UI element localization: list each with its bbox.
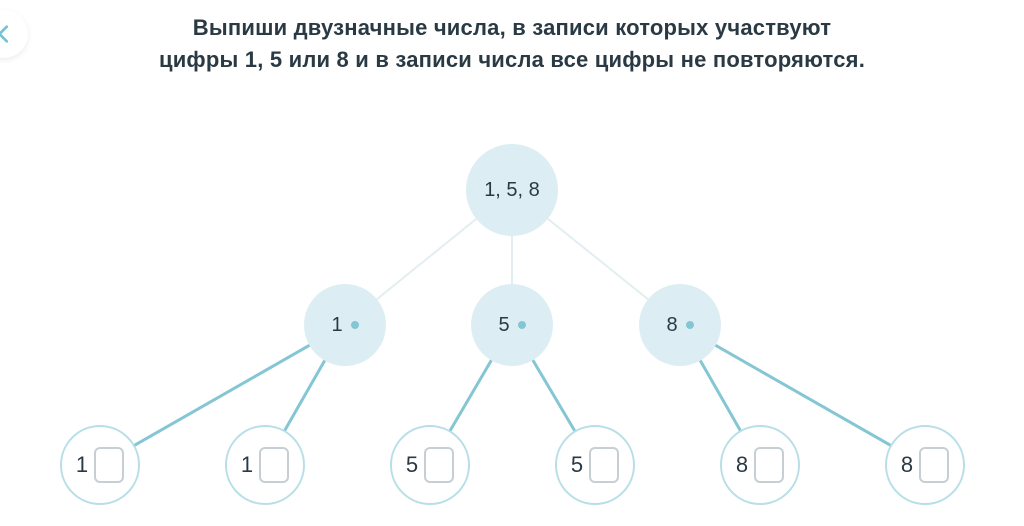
mid-node-5: 5: [471, 284, 553, 366]
leaf-prefix: 8: [736, 452, 748, 478]
tree-diagram: 1, 5, 8158115588: [0, 120, 1024, 520]
leaf-node: 8: [720, 425, 800, 505]
leaf-input[interactable]: [94, 447, 124, 483]
root-label: 1, 5, 8: [484, 179, 540, 202]
leaf-input[interactable]: [919, 447, 949, 483]
leaf-prefix: 1: [241, 452, 253, 478]
leaf-node: 1: [60, 425, 140, 505]
leaf-input[interactable]: [424, 447, 454, 483]
mid-node-1: 1: [304, 284, 386, 366]
task-title: Выпиши двузначные числа, в записи которы…: [0, 12, 1024, 76]
title-line-2: цифры 1, 5 или 8 и в записи числа все ци…: [159, 47, 865, 72]
leaf-prefix: 8: [901, 452, 913, 478]
leaf-prefix: 5: [571, 452, 583, 478]
mid-label: 8: [666, 314, 677, 337]
leaf-input[interactable]: [259, 447, 289, 483]
title-line-1: Выпиши двузначные числа, в записи которы…: [193, 15, 831, 40]
mid-node-8: 8: [639, 284, 721, 366]
root-node: 1, 5, 8: [466, 144, 558, 236]
leaf-prefix: 1: [76, 452, 88, 478]
dot-icon: [518, 321, 526, 329]
mid-label: 1: [331, 314, 342, 337]
mid-label: 5: [498, 314, 509, 337]
leaf-input[interactable]: [589, 447, 619, 483]
leaf-node: 1: [225, 425, 305, 505]
leaf-node: 5: [555, 425, 635, 505]
dot-icon: [686, 321, 694, 329]
leaf-node: 8: [885, 425, 965, 505]
leaf-input[interactable]: [754, 447, 784, 483]
leaf-node: 5: [390, 425, 470, 505]
leaf-prefix: 5: [406, 452, 418, 478]
dot-icon: [351, 321, 359, 329]
